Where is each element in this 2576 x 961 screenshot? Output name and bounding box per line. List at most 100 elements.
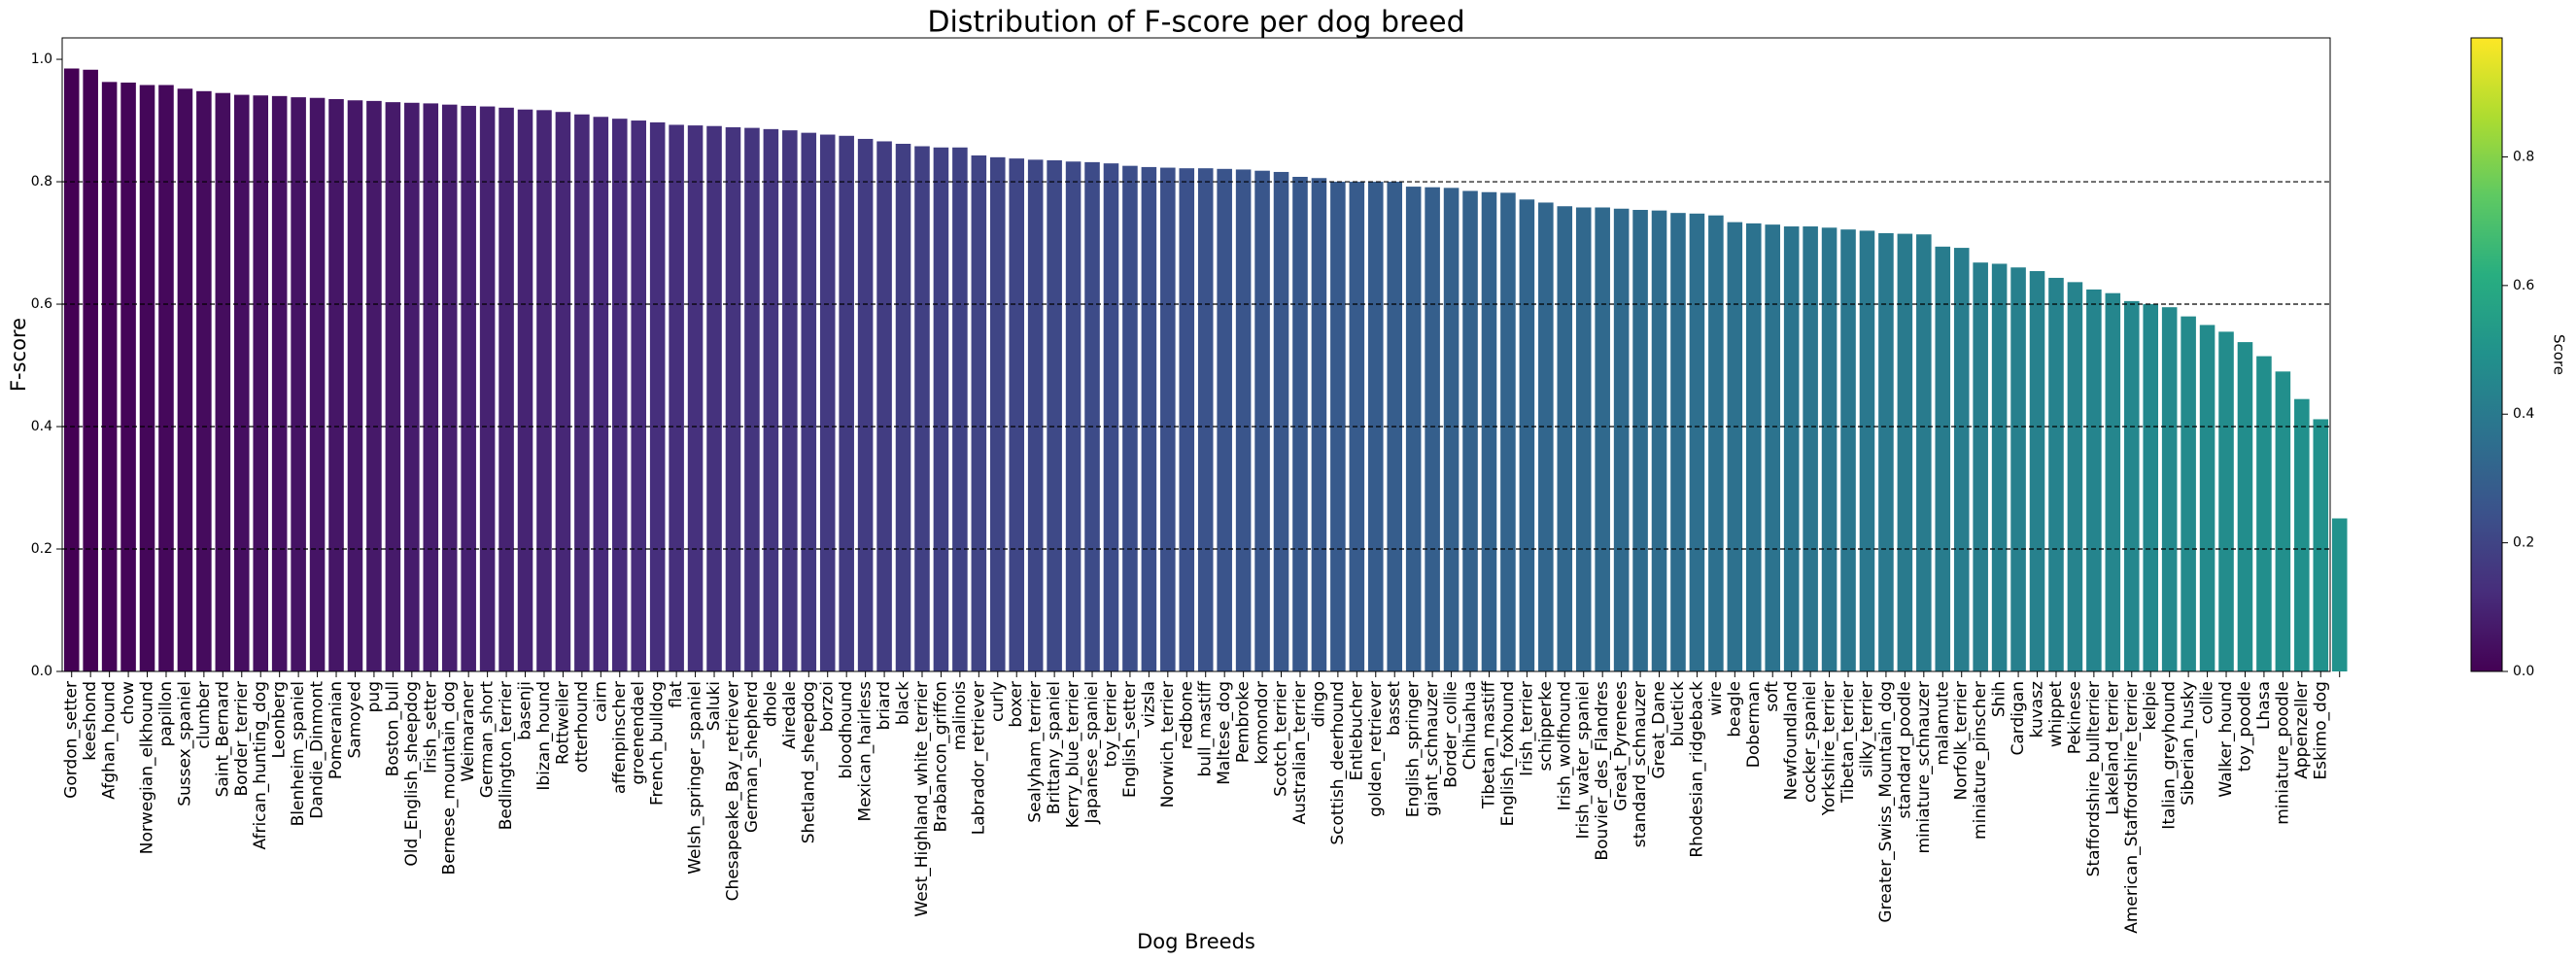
bar — [2313, 419, 2329, 671]
bar — [2010, 267, 2026, 671]
bar — [1670, 213, 1686, 671]
bar — [1973, 262, 1988, 671]
x-tick-label: Bedlington_terrier — [497, 681, 516, 830]
x-tick-label: Labrador_retriever — [969, 681, 988, 835]
x-tick-label: English_springer — [1404, 681, 1424, 817]
x-tick-label: dingo — [1309, 681, 1328, 727]
x-tick-label: Lakeland_terrier — [2103, 681, 2122, 815]
x-tick-label: groenendael — [629, 681, 648, 785]
bar — [1708, 215, 1724, 672]
x-tick-label: briard — [875, 681, 894, 730]
x-tick-label: Mexican_hairless — [856, 681, 876, 822]
bar — [1160, 167, 1176, 672]
y-tick-label: 0.0 — [31, 664, 52, 679]
bar — [1009, 158, 1025, 672]
bar — [1405, 187, 1422, 672]
bar — [706, 125, 722, 672]
colorbar-tick-label: 0.6 — [2513, 278, 2534, 293]
plot-frame — [61, 37, 2331, 672]
bar — [1462, 190, 1478, 672]
x-tick-label: Appenzeller — [2292, 681, 2312, 779]
x-tick-label: Shih — [1990, 681, 2009, 717]
x-tick-label: Gordon_setter — [62, 681, 82, 799]
bar — [1935, 246, 1951, 671]
x-tick-label: boxer — [1007, 681, 1026, 728]
bar — [101, 82, 118, 672]
x-tick-label: basset — [1385, 681, 1404, 736]
x-tick-label: Border_terrier — [232, 681, 252, 796]
x-tick-label: Norfolk_terrier — [1952, 681, 1972, 801]
bar — [517, 109, 533, 671]
x-tick-label: Border_collie — [1442, 681, 1461, 788]
x-tick-label: Tibetan_terrier — [1838, 681, 1858, 804]
x-tick-label: miniature_pinscher — [1971, 681, 1990, 840]
x-tick-label: cocker_spaniel — [1801, 681, 1820, 803]
x-tick-label: German_short — [478, 681, 498, 799]
bar — [1047, 159, 1062, 671]
bar — [1575, 207, 1592, 671]
x-tick-label: German_shepherd — [742, 681, 762, 833]
x-tick-label: English_setter — [1120, 681, 1140, 798]
x-tick-label: Chesapeake_Bay_retriever — [723, 681, 742, 901]
x-tick-label: Saint_Bernard — [213, 681, 232, 797]
x-tick-label: golden_retriever — [1366, 681, 1386, 817]
x-tick-label: collie — [2198, 681, 2217, 724]
colorbar-tick-label: 0.2 — [2513, 535, 2534, 551]
bar — [1519, 199, 1535, 671]
x-tick-label: basenji — [516, 681, 535, 740]
bar — [1745, 223, 1762, 671]
x-tick-label: Staffordshire_bullterrier — [2084, 681, 2104, 876]
bar — [1311, 178, 1327, 671]
bar — [1727, 222, 1743, 671]
bar — [2143, 304, 2159, 671]
x-tick-label: clumber — [194, 681, 214, 749]
bar — [2029, 271, 2045, 671]
colorbar-tick-label: 0.4 — [2513, 406, 2534, 422]
x-tick-label: African_hunting_dog — [251, 681, 270, 850]
bar — [1103, 163, 1119, 672]
bar — [233, 94, 250, 671]
bar — [536, 110, 552, 672]
chart-title: Distribution of F-score per dog breed — [927, 6, 1464, 40]
x-axis-label: Dog Breeds — [1137, 930, 1255, 953]
colorbar-label: Score — [2551, 334, 2568, 375]
bar — [952, 147, 968, 671]
bar — [2275, 371, 2291, 671]
bar — [1500, 192, 1516, 671]
x-tick-label: Great_Pyrenees — [1612, 681, 1631, 811]
x-tick-label: Tibetan_mastiff — [1479, 680, 1498, 809]
y-tick-label: 0.4 — [31, 419, 52, 434]
bar — [1292, 176, 1308, 672]
bar — [971, 154, 987, 671]
bar — [1197, 168, 1214, 672]
y-tick-label: 0.8 — [31, 174, 52, 189]
x-tick-label: Maltese_dog — [1215, 681, 1234, 785]
x-tick-label: Brittany_spaniel — [1045, 681, 1064, 814]
x-tick-label: Welsh_springer_spaniel — [686, 681, 705, 875]
x-tick-label: borzoi — [818, 681, 838, 732]
x-tick-label: Irish_setter — [421, 681, 440, 773]
x-tick-label: Bouvier_des_Flandres — [1593, 681, 1612, 861]
bar — [158, 85, 174, 671]
bar — [1235, 169, 1252, 671]
bar — [914, 146, 930, 671]
bar — [271, 95, 288, 672]
x-tick-label: cairn — [591, 681, 610, 722]
bar — [1878, 232, 1894, 671]
bar — [801, 132, 817, 671]
x-tick-label: Irish_water_spaniel — [1574, 681, 1594, 840]
bar — [63, 68, 80, 672]
bar — [555, 112, 571, 672]
bar — [669, 124, 684, 672]
x-tick-label: kuvasz — [2028, 681, 2047, 738]
x-tick-label: giant_schnauzer — [1423, 681, 1442, 816]
bar — [1443, 188, 1460, 671]
x-tick-label: kelpie — [2141, 681, 2160, 730]
bar — [1557, 206, 1573, 672]
x-tick-label: Bernese_mountain_dog — [440, 681, 460, 875]
bar — [1122, 165, 1138, 671]
x-tick-label: Kerry_blue_terrier — [1064, 681, 1083, 828]
bar — [2161, 307, 2178, 671]
bar — [215, 92, 231, 671]
